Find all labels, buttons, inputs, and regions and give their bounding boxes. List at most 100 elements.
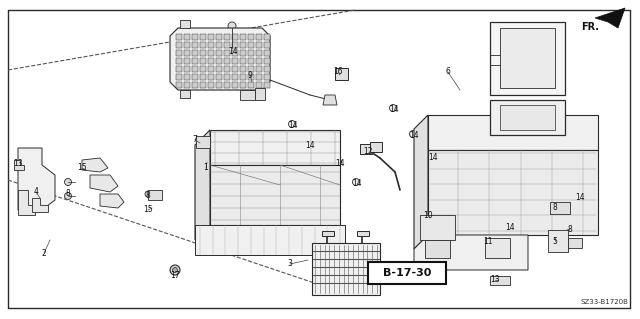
Polygon shape: [414, 235, 528, 270]
Bar: [248, 66, 254, 72]
Text: 16: 16: [333, 68, 343, 77]
Circle shape: [410, 130, 417, 137]
Bar: [184, 34, 190, 40]
Polygon shape: [170, 28, 270, 90]
Text: 14: 14: [389, 106, 399, 115]
Polygon shape: [490, 276, 510, 285]
Bar: [176, 58, 182, 64]
Text: B-17-30: B-17-30: [383, 268, 431, 278]
Bar: [216, 66, 222, 72]
Bar: [176, 50, 182, 56]
Polygon shape: [250, 90, 260, 98]
Polygon shape: [14, 160, 24, 170]
Polygon shape: [90, 175, 118, 192]
Polygon shape: [485, 238, 510, 258]
Polygon shape: [196, 136, 210, 148]
Bar: [368, 262, 446, 284]
Bar: [208, 34, 214, 40]
Text: 13: 13: [13, 159, 23, 167]
Text: 8: 8: [552, 204, 557, 212]
Circle shape: [390, 105, 397, 112]
Text: 15: 15: [143, 205, 153, 214]
Bar: [312, 243, 380, 295]
Bar: [248, 74, 254, 80]
Polygon shape: [414, 115, 428, 249]
Bar: [264, 42, 270, 48]
Text: 4: 4: [33, 188, 38, 197]
Polygon shape: [595, 8, 625, 28]
Polygon shape: [425, 240, 450, 258]
Polygon shape: [210, 130, 340, 165]
Bar: [256, 34, 262, 40]
Polygon shape: [548, 230, 568, 252]
Polygon shape: [500, 105, 555, 130]
Text: 8: 8: [66, 189, 70, 197]
Text: 14: 14: [409, 131, 419, 140]
Bar: [224, 50, 230, 56]
Bar: [208, 50, 214, 56]
Bar: [232, 50, 238, 56]
Bar: [184, 42, 190, 48]
Bar: [192, 74, 198, 80]
Bar: [264, 66, 270, 72]
Circle shape: [145, 191, 151, 197]
Bar: [240, 66, 246, 72]
Bar: [248, 50, 254, 56]
Text: 8: 8: [146, 191, 150, 201]
Polygon shape: [500, 28, 555, 88]
Bar: [200, 82, 206, 88]
Circle shape: [65, 179, 72, 186]
Text: 1: 1: [204, 164, 209, 173]
Circle shape: [289, 121, 296, 128]
Bar: [232, 42, 238, 48]
Bar: [192, 58, 198, 64]
Polygon shape: [180, 20, 190, 28]
Circle shape: [575, 194, 582, 201]
Text: 13: 13: [490, 276, 500, 285]
Bar: [176, 74, 182, 80]
Text: 9: 9: [248, 70, 252, 79]
Bar: [200, 58, 206, 64]
Bar: [192, 82, 198, 88]
Polygon shape: [240, 90, 255, 100]
Text: 14: 14: [575, 194, 585, 203]
Polygon shape: [195, 225, 345, 255]
Bar: [256, 42, 262, 48]
Bar: [224, 34, 230, 40]
Bar: [216, 42, 222, 48]
Bar: [176, 66, 182, 72]
Bar: [200, 66, 206, 72]
Polygon shape: [210, 165, 340, 225]
Bar: [322, 231, 334, 236]
Bar: [200, 34, 206, 40]
Circle shape: [557, 205, 563, 211]
Bar: [240, 42, 246, 48]
Polygon shape: [550, 202, 570, 214]
Text: 14: 14: [288, 121, 298, 130]
Bar: [216, 34, 222, 40]
Polygon shape: [255, 88, 265, 100]
Bar: [248, 58, 254, 64]
Bar: [224, 42, 230, 48]
Polygon shape: [568, 238, 582, 248]
Polygon shape: [490, 100, 565, 135]
Bar: [208, 58, 214, 64]
Bar: [224, 58, 230, 64]
Circle shape: [353, 179, 360, 186]
Polygon shape: [428, 115, 598, 150]
Bar: [216, 50, 222, 56]
Bar: [208, 42, 214, 48]
Bar: [184, 66, 190, 72]
Text: 17: 17: [170, 271, 180, 279]
Bar: [184, 50, 190, 56]
Bar: [256, 58, 262, 64]
Circle shape: [335, 159, 342, 166]
Bar: [264, 34, 270, 40]
Circle shape: [65, 192, 72, 199]
Text: 14: 14: [505, 224, 515, 233]
Text: 12: 12: [364, 147, 372, 157]
Polygon shape: [82, 158, 108, 172]
Text: 10: 10: [423, 211, 433, 219]
Bar: [208, 82, 214, 88]
Text: 7: 7: [193, 136, 197, 145]
